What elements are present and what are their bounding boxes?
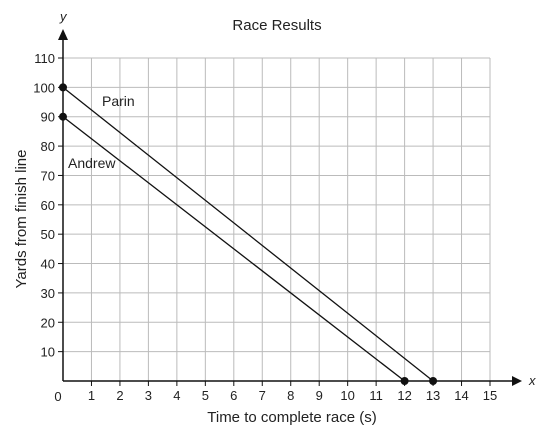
x-tick-label: 3: [145, 388, 152, 403]
x-tick-label: 6: [230, 388, 237, 403]
data-point-andrew: [400, 377, 409, 385]
x-tick-label: 13: [426, 388, 440, 403]
series-line-parin: [62, 86, 434, 382]
data-point-parin: [59, 83, 67, 92]
origin-label: 0: [54, 389, 61, 404]
y-axis-arrow: [58, 29, 68, 40]
y-tick-label: 80: [41, 139, 55, 154]
y-tick-label: 100: [33, 80, 55, 95]
series: [59, 83, 438, 385]
y-tick-label: 70: [41, 168, 55, 183]
y-tick-label: 30: [41, 286, 55, 301]
x-tick-label: 14: [454, 388, 468, 403]
x-tick-label: 15: [483, 388, 497, 403]
chart-title: Race Results: [232, 17, 321, 34]
axes: [58, 29, 522, 386]
x-tick-label: 1: [88, 388, 95, 403]
x-tick-label: 8: [287, 388, 294, 403]
x-tick-label: 7: [259, 388, 266, 403]
y-tick-label: 40: [41, 257, 55, 272]
x-tick-label: 12: [397, 388, 411, 403]
series-line-andrew: [62, 116, 405, 382]
y-tick-label: 90: [41, 110, 55, 125]
x-tick-label: 5: [202, 388, 209, 403]
data-point-andrew: [59, 112, 67, 121]
grid: [63, 57, 491, 381]
series-label-andrew: Andrew: [68, 155, 116, 171]
x-tick-label: 2: [116, 388, 123, 403]
x-axis-letter: x: [528, 373, 536, 388]
y-tick-label: 110: [34, 51, 55, 66]
y-axis-letter: y: [59, 9, 68, 24]
y-tick-label: 10: [41, 345, 55, 360]
y-axis-title: Yards from finish line: [13, 150, 30, 289]
series-label-parin: Parin: [102, 93, 135, 109]
x-tick-label: 11: [369, 388, 383, 403]
x-tick-label: 9: [316, 388, 323, 403]
x-tick-label: 4: [173, 388, 180, 403]
x-axis-title: Time to complete race (s): [207, 409, 377, 426]
x-tick-label: 10: [340, 388, 354, 403]
tick-labels: 1 2 3 4 5 6 7 8 9 10 11 12 13 14 151020304050607080901…: [33, 51, 497, 403]
y-tick-label: 60: [41, 198, 55, 213]
data-point-parin: [429, 377, 438, 385]
y-tick-label: 20: [41, 315, 55, 330]
y-tick-label: 50: [41, 227, 55, 242]
x-axis-arrow: [512, 376, 522, 386]
